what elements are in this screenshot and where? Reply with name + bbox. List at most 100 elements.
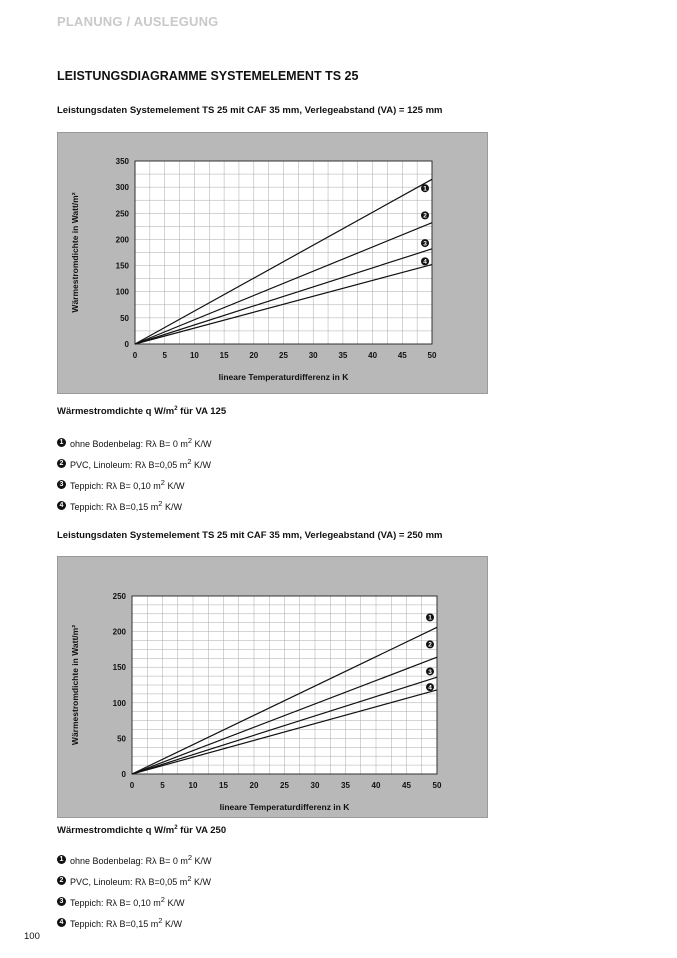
y-tick-label: 0: [125, 340, 130, 349]
legend-item: 2 PVC, Linoleum: Rλ B=0,05 m2 K/W: [57, 453, 212, 474]
chart1-subtitle: Leistungsdaten Systemelement TS 25 mit C…: [57, 105, 443, 116]
legend-item-text: ohne Bodenbelag: Rλ B= 0 m2 K/W: [70, 436, 212, 449]
x-tick-label: 40: [368, 351, 377, 360]
x-tick-label: 35: [341, 781, 350, 790]
x-tick-label: 35: [338, 351, 347, 360]
legend-item-text: ohne Bodenbelag: Rλ B= 0 m2 K/W: [70, 853, 212, 866]
series-marker-label: 3: [423, 240, 427, 247]
legend-item: 4 Teppich: Rλ B=0,15 m2 K/W: [57, 495, 212, 516]
x-tick-label: 0: [133, 351, 138, 360]
chart2-subtitle: Leistungsdaten Systemelement TS 25 mit C…: [57, 530, 443, 541]
series-marker-3: [421, 239, 429, 248]
y-tick-label: 150: [113, 663, 127, 672]
legend-item: 3 Teppich: Rλ B= 0,10 m2 K/W: [57, 891, 212, 912]
grid: [131, 595, 438, 775]
series-line-4: [134, 263, 433, 345]
legend-item: 1 ohne Bodenbelag: Rλ B= 0 m2 K/W: [57, 849, 212, 870]
legend-item: 4 Teppich: Rλ B=0,15 m2 K/W: [57, 912, 212, 933]
legend-number-badge: 1: [57, 855, 66, 864]
x-tick-label: 50: [433, 781, 442, 790]
x-tick-label: 20: [249, 351, 258, 360]
chart1-panel: 0 5 10 15 20 25 30 35 40 45 50 0 50 100 150 200 250 300 35…: [57, 132, 488, 394]
x-axis-label: lineare Temperaturdifferenz in K: [219, 372, 350, 382]
legend-number-badge: 2: [57, 459, 66, 468]
x-tick-label: 45: [402, 781, 411, 790]
x-tick-label: 5: [160, 781, 165, 790]
x-tick-label: 50: [428, 351, 437, 360]
chart2-svg: 0 5 10 15 20 25 30 35 40 45 50 0 50 100 150 200 250 linea…: [70, 592, 442, 812]
x-tick-label: 25: [280, 781, 289, 790]
legend-item: 1 ohne Bodenbelag: Rλ B= 0 m2 K/W: [57, 432, 212, 453]
chart1-legend: 1 ohne Bodenbelag: Rλ B= 0 m2 K/W 2 PVC, Li…: [57, 432, 212, 516]
legend-item-text: Teppich: Rλ B= 0,10 m2 K/W: [70, 895, 185, 908]
series-line-1: [131, 626, 438, 775]
plot-border: [131, 595, 438, 775]
legend-number-badge: 3: [57, 897, 66, 906]
x-tick-label: 40: [372, 781, 381, 790]
x-tick-label: 25: [279, 351, 288, 360]
y-tick-label: 50: [120, 314, 129, 323]
legend-item-text: PVC, Linoleum: Rλ B=0,05 m2 K/W: [70, 457, 211, 470]
series-marker-4: [421, 257, 429, 266]
legend-item-text: Teppich: Rλ B= 0,10 m2 K/W: [70, 478, 185, 491]
y-tick-label: 50: [117, 734, 126, 743]
section-header: PLANUNG / AUSLEGUNG: [57, 14, 219, 29]
series-line-3: [134, 248, 433, 345]
y-tick-label: 300: [116, 183, 130, 192]
legend-number-badge: 4: [57, 501, 66, 510]
series-marker-label: 1: [428, 615, 432, 622]
x-axis-label: lineare Temperaturdifferenz in K: [220, 802, 351, 812]
series-marker-label: 2: [423, 213, 427, 220]
y-tick-label: 150: [116, 262, 130, 271]
plot-border: [134, 160, 433, 345]
x-tick-label: 10: [189, 781, 198, 790]
page-number: 100: [24, 931, 40, 942]
series-marker-label: 4: [423, 259, 427, 266]
legend-item: 3 Teppich: Rλ B= 0,10 m2 K/W: [57, 474, 212, 495]
series-marker-2: [426, 640, 434, 649]
series-line-4: [131, 689, 438, 775]
page-title: LEISTUNGSDIAGRAMME SYSTEMELEMENT TS 25: [57, 69, 359, 83]
x-tick-label: 5: [162, 351, 167, 360]
legend-number-badge: 3: [57, 480, 66, 489]
series-line-2: [131, 656, 438, 775]
y-tick-label: 200: [116, 235, 130, 244]
chart2-legend: 1 ohne Bodenbelag: Rλ B= 0 m2 K/W 2 PVC, Li…: [57, 849, 212, 933]
y-tick-label: 250: [116, 209, 130, 218]
series-marker-label: 1: [423, 185, 427, 192]
series-marker-1: [421, 184, 429, 193]
chart1-caption: Wärmestromdichte q W/m2 für VA 125: [57, 406, 227, 418]
y-tick-label: 200: [113, 628, 127, 637]
y-axis-label: Wärmestromdichte in Watt/m²: [70, 192, 80, 312]
series-line-1: [134, 178, 433, 345]
series-marker-4: [426, 683, 434, 692]
legend-item-text: PVC, Linoleum: Rλ B=0,05 m2 K/W: [70, 874, 211, 887]
legend-number-badge: 1: [57, 438, 66, 447]
legend-item: 2 PVC, Linoleum: Rλ B=0,05 m2 K/W: [57, 870, 212, 891]
x-tick-label: 20: [250, 781, 259, 790]
y-tick-label: 100: [113, 699, 127, 708]
legend-number-badge: 2: [57, 876, 66, 885]
series-marker-label: 2: [428, 642, 432, 649]
series-marker-3: [426, 667, 434, 676]
y-tick-label: 0: [122, 770, 127, 779]
series-marker-1: [426, 613, 434, 622]
x-tick-label: 15: [220, 351, 229, 360]
grid: [134, 160, 433, 345]
x-tick-label: 0: [130, 781, 135, 790]
series-line-2: [134, 222, 433, 345]
chart1-svg: 0 5 10 15 20 25 30 35 40 45 50 0 50 100 150 200 250 300 35…: [70, 157, 437, 382]
series-line-3: [131, 676, 438, 775]
y-tick-label: 350: [116, 157, 130, 166]
y-tick-label: 100: [116, 288, 130, 297]
series-marker-label: 3: [428, 669, 432, 676]
y-axis-label: Wärmestromdichte in Watt/m²: [70, 625, 80, 745]
series-marker-label: 4: [428, 684, 432, 691]
chart2-panel: 0 5 10 15 20 25 30 35 40 45 50 0 50 100 150 200 250 linea…: [57, 556, 488, 818]
x-tick-label: 10: [190, 351, 199, 360]
chart2-caption: Wärmestromdichte q W/m2 für VA 250: [57, 825, 227, 837]
x-tick-label: 45: [398, 351, 407, 360]
x-tick-label: 30: [311, 781, 320, 790]
x-tick-label: 30: [309, 351, 318, 360]
series-marker-2: [421, 211, 429, 220]
